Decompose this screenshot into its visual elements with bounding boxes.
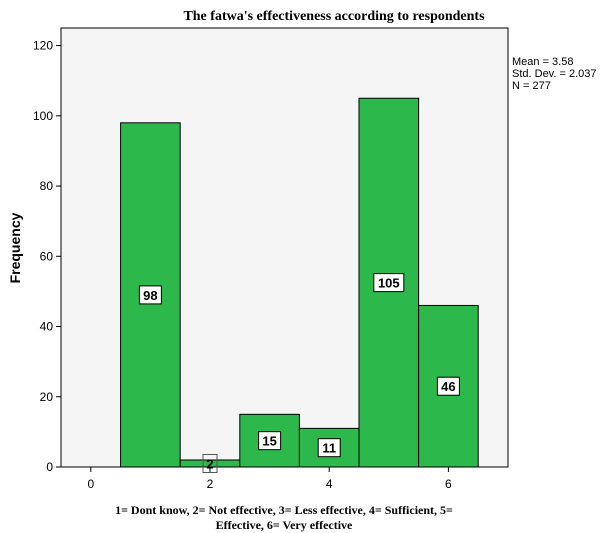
bar-data-label: 98: [143, 288, 157, 303]
y-axis-label: Frequency: [7, 212, 23, 283]
bar-data-labels: 98 2 15 11 105 46: [138, 273, 460, 473]
stats-mean: Mean = 3.58: [512, 56, 573, 68]
y-tick-label: 80: [40, 179, 54, 193]
bar-label-box: [138, 285, 162, 305]
x-tick-label: 0: [87, 477, 94, 491]
y-axis: 0 20 40 60 80 100 120: [33, 39, 61, 474]
bar-label-box: [317, 438, 341, 458]
x-axis: 0 2 4 6: [87, 467, 452, 491]
x-tick-label: 6: [445, 477, 452, 491]
y-tick-label: 40: [40, 320, 54, 334]
bar-data-label: 2: [206, 456, 213, 471]
bar-data-label: 15: [262, 434, 276, 449]
y-tick-label: 100: [33, 109, 53, 123]
bar-label-box: [373, 273, 405, 293]
bar-label-box: [202, 453, 218, 473]
x-tick-label: 2: [207, 477, 214, 491]
bar-label-box: [258, 431, 282, 451]
chart-title: The fatwa's effectiveness according to r…: [183, 9, 485, 24]
x-tick-label: 4: [326, 477, 333, 491]
y-tick-label: 120: [33, 39, 53, 53]
y-tick-label: 60: [40, 249, 54, 263]
bar-label-box: [436, 376, 460, 396]
stats-std-dev: Std. Dev. = 2.037: [512, 68, 597, 80]
bar-data-label: 46: [441, 379, 455, 394]
bar-data-label: 105: [378, 276, 400, 291]
bar-data-label: 11: [322, 441, 336, 456]
x-axis-label-line-2: Effective, 6= Very effective: [216, 518, 353, 532]
x-axis-label-line-1: 1= Dont know, 2= Not effective, 3= Less …: [115, 503, 453, 517]
y-tick-label: 0: [46, 460, 53, 474]
y-tick-label: 20: [40, 390, 54, 404]
stats-n: N = 277: [512, 80, 551, 92]
